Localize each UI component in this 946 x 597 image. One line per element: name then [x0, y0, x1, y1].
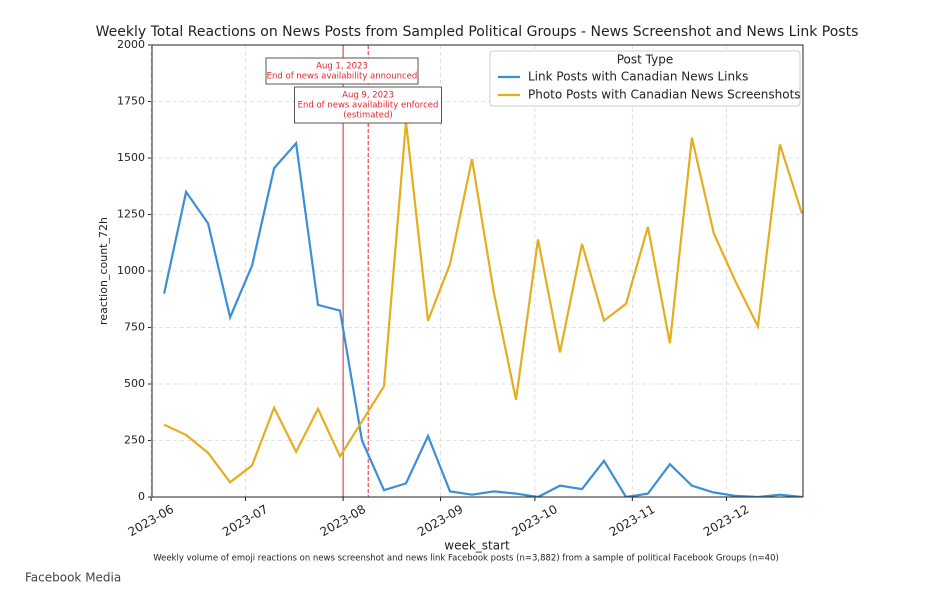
x-tick-label: 2023-07 — [220, 502, 270, 539]
annotation-text: End of news availability announced — [267, 72, 418, 82]
x-tick-label: 2023-08 — [318, 502, 368, 539]
series-line — [163, 121, 803, 484]
plot-frame — [151, 44, 804, 498]
y-axis-label: reaction_count_72h — [97, 217, 110, 325]
x-tick-label: 2023-06 — [126, 502, 176, 539]
annotation-text: Aug 1, 2023 — [316, 62, 368, 72]
legend-label: Photo Posts with Canadian News Screensho… — [528, 88, 801, 102]
y-tick-label: 1000 — [117, 264, 145, 277]
annotation-text: Aug 9, 2023 — [342, 91, 394, 101]
legend-box — [489, 50, 801, 107]
x-tick-label: 2023-12 — [701, 502, 751, 539]
y-tick-label: 0 — [138, 490, 145, 503]
y-tick-label: 250 — [124, 434, 145, 447]
legend-label: Link Posts with Canadian News Links — [528, 70, 748, 84]
series-line — [163, 140, 803, 497]
y-tick-label: 1500 — [117, 151, 145, 164]
y-tick-label: 750 — [124, 321, 145, 334]
x-tick-label: 2023-10 — [509, 502, 559, 539]
y-tick-label: 2000 — [117, 38, 145, 51]
annotation-box — [294, 86, 442, 124]
x-tick-label: 2023-09 — [415, 502, 465, 539]
chart-title: Weekly Total Reactions on News Posts fro… — [96, 24, 859, 40]
annotation-text: (estimated) — [343, 111, 392, 121]
source: Facebook Media — [25, 571, 121, 585]
x-tick-label: 2023-11 — [607, 502, 657, 539]
y-tick-label: 1250 — [117, 208, 145, 221]
annotation-text: End of news availability enforced — [298, 101, 439, 111]
caption: Weekly volume of emoji reactions on news… — [153, 554, 779, 564]
legend-title: Post Type — [617, 53, 673, 67]
y-tick-label: 1750 — [117, 95, 145, 108]
annotation-box — [265, 57, 419, 85]
y-tick-label: 500 — [124, 377, 145, 390]
x-axis-label: week_start — [444, 539, 510, 553]
